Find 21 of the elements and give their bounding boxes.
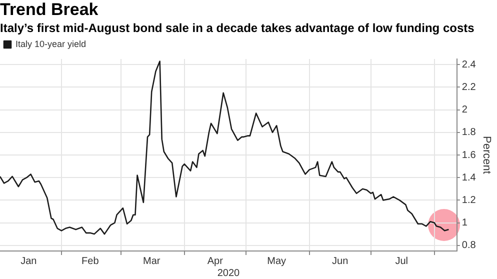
x-tick-label: Apr xyxy=(207,256,224,267)
y-tick-label: 2 xyxy=(462,104,468,116)
y-tick-label: 0.8 xyxy=(462,240,476,252)
y-tick-label: 2.2 xyxy=(462,82,476,93)
chart-title: Trend Break xyxy=(0,0,98,20)
y-tick-label: 1 xyxy=(462,218,468,229)
x-tick-label: Jul xyxy=(395,256,408,267)
y-tick-label: 2.4 xyxy=(462,59,476,70)
y-tick-label: 1.8 xyxy=(462,127,476,138)
x-axis-title: 2020 xyxy=(217,268,240,279)
x-tick-label: Mar xyxy=(143,256,161,267)
y-tick-label: 1.6 xyxy=(462,150,476,161)
x-tick-label: May xyxy=(267,256,286,267)
x-tick-label: Jun xyxy=(332,256,348,267)
y-axis-title: Percent xyxy=(480,136,492,174)
y-tick-label: 1.4 xyxy=(462,172,476,184)
y-tick-label: 1.2 xyxy=(462,194,476,206)
legend-label: Italy 10-year yield xyxy=(16,38,86,49)
chart-subtitle: Italy’s first mid-August bond sale in a decade takes advantage of low funding costs xyxy=(0,21,474,35)
x-tick-label: Feb xyxy=(82,256,100,267)
x-tick-label: Jan xyxy=(20,256,37,267)
